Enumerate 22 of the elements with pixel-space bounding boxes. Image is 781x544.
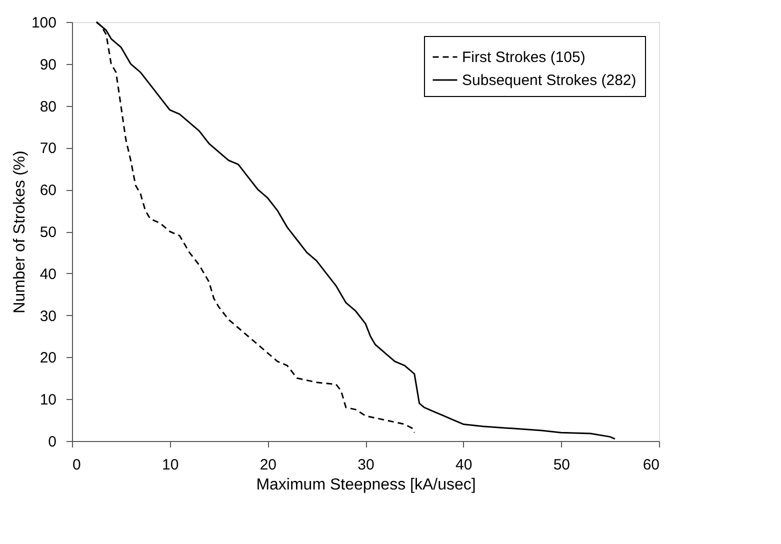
x-tick-label: 10 — [162, 456, 179, 474]
y-tick-label: 20 — [40, 350, 56, 367]
y-tick-label: 50 — [40, 224, 56, 241]
legend-label: First Strokes (105) — [462, 49, 586, 66]
y-tick-label: 60 — [40, 182, 56, 200]
y-tick-label: 100 — [31, 14, 56, 32]
x-axis-title: Maximum Steepness [kA/usec] — [256, 476, 476, 494]
y-tick-label: 70 — [40, 140, 56, 158]
legend-label: Subsequent Strokes (282) — [462, 72, 636, 89]
x-tick-label: 20 — [260, 456, 277, 474]
y-tick-label: 10 — [40, 392, 56, 409]
x-tick-label: 60 — [642, 456, 660, 474]
y-tick-label: 80 — [40, 98, 56, 116]
x-tick-label: 30 — [358, 456, 374, 474]
y-tick-label: 40 — [40, 266, 56, 283]
y-axis-title: Number of Strokes (%) — [11, 150, 28, 314]
y-tick-label: 30 — [40, 308, 56, 325]
x-tick-label: 40 — [455, 456, 472, 474]
y-tick-label: 0 — [48, 434, 56, 450]
y-tick-label: 90 — [40, 56, 56, 74]
x-tick-label: 50 — [553, 456, 570, 474]
x-tick-label: 0 — [72, 456, 81, 474]
